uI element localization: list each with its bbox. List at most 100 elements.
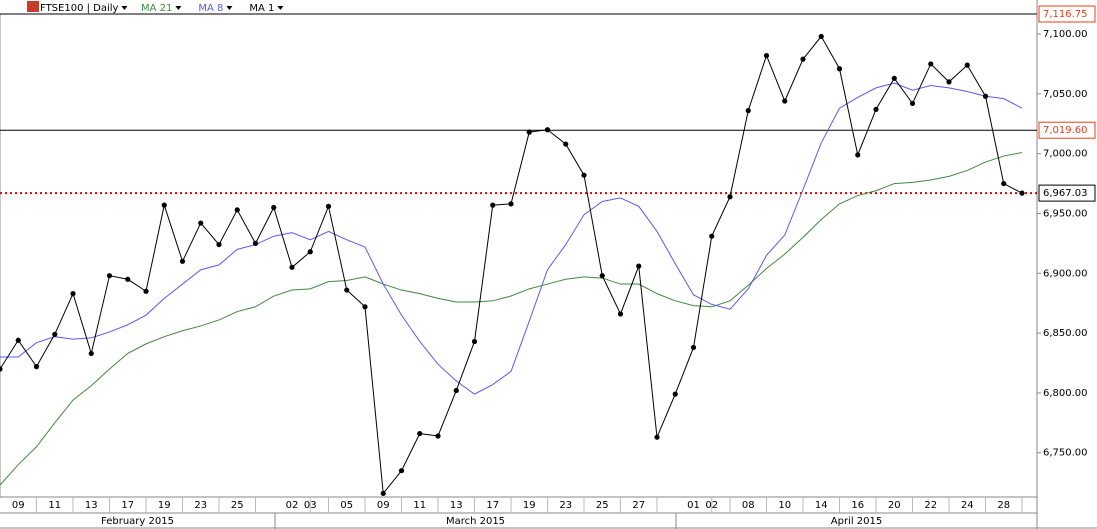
symbol-icon[interactable]: [27, 1, 39, 12]
data-point: [161, 202, 167, 208]
x-tick-label: 08: [742, 500, 755, 511]
legend-entry[interactable]: MA 1: [249, 3, 274, 14]
month-label: March 2015: [446, 516, 505, 527]
data-point: [453, 387, 459, 394]
data-point: [818, 33, 824, 40]
data-point: [325, 203, 332, 209]
x-tick-label: 01: [687, 500, 700, 511]
price-label-box: [1038, 184, 1096, 202]
data-point: [344, 287, 350, 293]
data-point: [544, 127, 551, 133]
price-label: 7,019.60: [1043, 125, 1088, 136]
x-tick-label: 23: [194, 500, 207, 511]
data-point: [599, 273, 605, 279]
x-tick-label: 24: [961, 500, 974, 511]
x-tick-label: 13: [85, 500, 98, 511]
x-tick-label: 02: [705, 500, 718, 511]
x-tick-label: 11: [48, 500, 61, 511]
data-point: [800, 56, 806, 62]
price-label-box: [1038, 5, 1096, 23]
x-tick-label: 23: [559, 500, 572, 511]
data-point: [417, 430, 423, 437]
y-tick-label: 6,850.00: [1043, 328, 1088, 339]
x-tick-label: 17: [121, 500, 134, 511]
y-tick-label: 7,050.00: [1043, 89, 1088, 100]
x-tick-label: 09: [12, 500, 25, 511]
data-point: [88, 350, 94, 357]
title-dropdown: [121, 6, 128, 10]
data-point: [946, 79, 952, 85]
x-tick-label: 19: [158, 500, 171, 511]
data-point: [252, 240, 259, 246]
x-tick-label: 05: [340, 500, 353, 511]
data-point: [216, 241, 222, 248]
data-point: [873, 106, 879, 113]
data-point: [563, 141, 569, 147]
data-point: [891, 75, 897, 81]
series-line: [0, 82, 1023, 395]
data-point: [15, 337, 21, 343]
y-tick-label: 6,750.00: [1043, 448, 1088, 459]
data-point: [526, 129, 532, 135]
data-point: [70, 291, 76, 297]
data-point: [289, 264, 295, 270]
data-point: [33, 364, 40, 370]
x-tick-label: 11: [413, 500, 426, 511]
legend-entry[interactable]: MA 8: [198, 3, 223, 14]
y-tick-label: 7,100.00: [1043, 29, 1088, 40]
x-tick-label: 03: [304, 500, 317, 511]
y-tick-label: 6,800.00: [1043, 388, 1088, 399]
data-point: [508, 201, 514, 207]
x-tick-label: 16: [851, 500, 864, 511]
data-point: [143, 288, 149, 294]
data-point: [362, 304, 368, 310]
data-point: [727, 194, 733, 200]
data-point: [1019, 190, 1025, 196]
price-label-box: [1038, 121, 1096, 139]
data-point: [52, 331, 58, 337]
legend-dropdown: [226, 6, 233, 10]
x-tick-label: 28: [997, 500, 1010, 511]
data-point: [471, 338, 478, 345]
data-point: [782, 98, 788, 104]
data-point: [763, 52, 770, 59]
data-point: [271, 204, 277, 211]
data-point: [179, 258, 186, 264]
data-point: [234, 207, 240, 213]
data-point: [1001, 180, 1007, 187]
chart-title[interactable]: FTSE100 | Daily: [40, 3, 119, 14]
series-line: [0, 151, 1023, 486]
data-point: [928, 61, 934, 67]
data-point: [636, 263, 642, 269]
x-tick-label: 13: [450, 500, 463, 511]
data-point: [198, 220, 204, 226]
data-point: [909, 100, 916, 107]
x-tick-label: 10: [778, 500, 791, 511]
data-point: [581, 172, 587, 178]
x-tick-label: 17: [486, 500, 499, 511]
data-point: [398, 468, 405, 474]
data-point: [106, 273, 113, 279]
price-label: 7,116.75: [1043, 9, 1088, 20]
data-point: [964, 62, 970, 68]
legend-dropdown: [277, 6, 284, 10]
data-point: [709, 233, 715, 239]
data-point: [855, 152, 861, 158]
x-tick-label: 02: [286, 500, 299, 511]
x-tick-label: 09: [377, 500, 390, 511]
data-point: [654, 434, 660, 440]
y-tick-label: 7,000.00: [1043, 149, 1088, 160]
month-label: February 2015: [101, 516, 174, 527]
price-label: 6,967.03: [1043, 188, 1088, 199]
legend-dropdown: [175, 6, 182, 10]
x-tick-label: 22: [924, 500, 937, 511]
x-tick-label: 25: [596, 500, 609, 511]
data-point: [490, 202, 496, 208]
y-tick-label: 6,900.00: [1043, 268, 1088, 279]
y-tick-label: 6,950.00: [1043, 208, 1088, 219]
data-point: [380, 490, 386, 497]
data-point: [982, 93, 989, 99]
legend-entry[interactable]: MA 21: [141, 3, 172, 14]
